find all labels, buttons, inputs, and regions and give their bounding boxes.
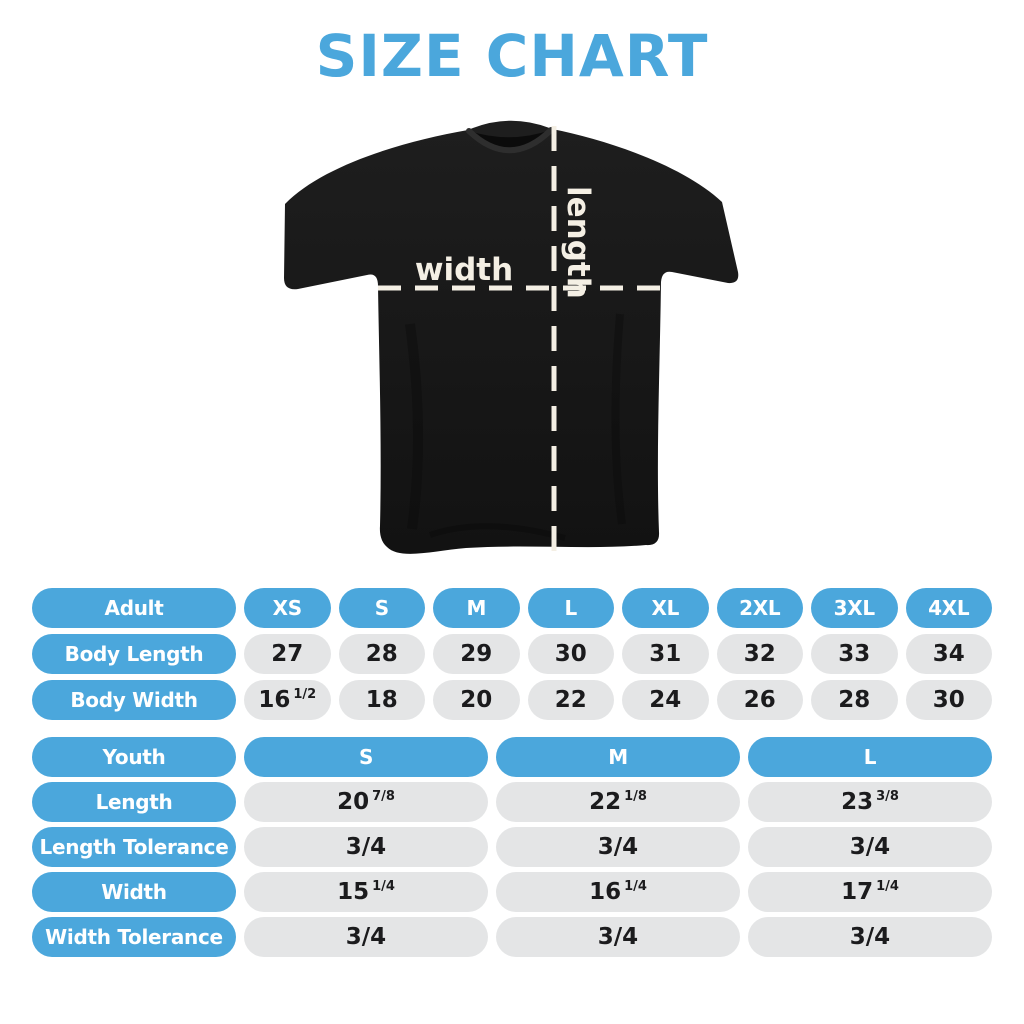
size-column-header: L — [527, 588, 614, 628]
size-value: 3/4 — [244, 917, 488, 957]
table-row: Length Tolerance 3/4 3/4 3/4 — [32, 827, 992, 867]
size-value: 3/4 — [496, 917, 740, 957]
table-row: Length 20 7/8 22 1/8 23 3/8 — [32, 782, 992, 822]
row-label: Length Tolerance — [32, 827, 236, 867]
size-value: 28 — [811, 680, 898, 720]
size-column-header: 3XL — [811, 588, 898, 628]
size-value: 26 — [716, 680, 803, 720]
tshirt-collar-rib — [466, 127, 554, 154]
size-value: 17 1/4 — [748, 872, 992, 912]
youth-size-table: Youth S M L Length 20 7/8 22 1/8 23 3/8 Length Tole… — [32, 737, 992, 957]
size-value: 31 — [622, 634, 709, 674]
row-label: Width — [32, 872, 236, 912]
size-value: 3/4 — [496, 827, 740, 867]
size-value: 3/4 — [748, 917, 992, 957]
table-row: Width 15 1/4 16 1/4 17 1/4 — [32, 872, 992, 912]
size-column-header: M — [433, 588, 520, 628]
size-value: 33 — [811, 634, 898, 674]
size-value: 27 — [244, 634, 331, 674]
row-label: Body Length — [32, 634, 236, 674]
adult-size-table: Adult XS S M L XL 2XL 3XL 4XL Body Length 27 28 29 30… — [32, 588, 992, 720]
table-corner-label: Youth — [32, 737, 236, 777]
size-column-header: XS — [244, 588, 331, 628]
width-label: width — [415, 252, 513, 288]
size-value: 22 — [527, 680, 614, 720]
size-value: 18 — [338, 680, 425, 720]
size-value: 28 — [338, 634, 425, 674]
size-column-header: XL — [622, 588, 709, 628]
size-value: 22 1/8 — [496, 782, 740, 822]
size-value: 20 — [433, 680, 520, 720]
wrinkle-line — [405, 323, 424, 530]
table-row: Youth S M L — [32, 737, 992, 777]
row-label: Length — [32, 782, 236, 822]
size-column-header: S — [338, 588, 425, 628]
table-row: Width Tolerance 3/4 3/4 3/4 — [32, 917, 992, 957]
size-value: 3/4 — [748, 827, 992, 867]
size-column-header: 2XL — [716, 588, 803, 628]
size-column-header: S — [244, 737, 488, 777]
size-value: 29 — [433, 634, 520, 674]
table-row: Adult XS S M L XL 2XL 3XL 4XL — [32, 588, 992, 628]
table-row: Body Width 16 1/2 18 20 22 24 26 28 30 — [32, 680, 992, 720]
table-row: Body Length 27 28 29 30 31 32 33 34 — [32, 634, 992, 674]
page-title: SIZE CHART — [315, 22, 709, 90]
size-value: 32 — [716, 634, 803, 674]
size-column-header: 4XL — [905, 588, 992, 628]
size-value: 15 1/4 — [244, 872, 488, 912]
size-value: 34 — [905, 634, 992, 674]
wrinkle-line — [611, 313, 626, 525]
row-label: Body Width — [32, 680, 236, 720]
size-value: 24 — [622, 680, 709, 720]
size-value: 16 1/4 — [496, 872, 740, 912]
table-corner-label: Adult — [32, 588, 236, 628]
size-column-header: L — [748, 737, 992, 777]
size-value: 20 7/8 — [244, 782, 488, 822]
row-label: Width Tolerance — [32, 917, 236, 957]
size-value: 16 1/2 — [244, 680, 331, 720]
size-value: 30 — [905, 680, 992, 720]
size-column-header: M — [496, 737, 740, 777]
length-label: length — [560, 186, 596, 299]
size-value: 3/4 — [244, 827, 488, 867]
size-value: 30 — [527, 634, 614, 674]
wrinkle-line — [429, 523, 566, 541]
tshirt-body — [284, 120, 739, 554]
tshirt-diagram: width length — [260, 112, 760, 572]
size-value: 23 3/8 — [748, 782, 992, 822]
